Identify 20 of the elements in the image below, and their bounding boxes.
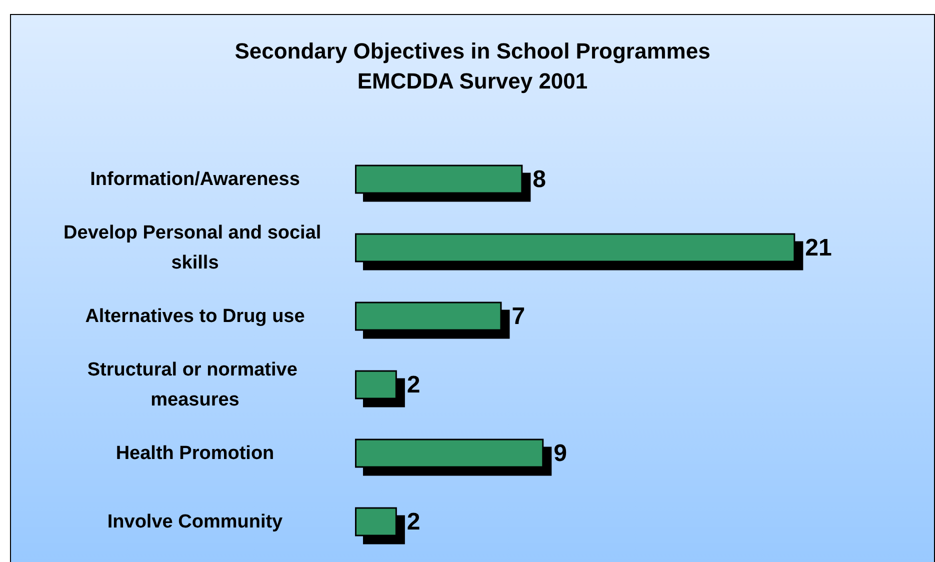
data-label: 7 — [512, 302, 526, 330]
bar — [355, 233, 796, 262]
data-label: 2 — [406, 371, 420, 398]
y-tick-label: Develop Personal and social skills — [64, 222, 326, 274]
bar — [355, 438, 544, 468]
y-tick-label: Health Promotion — [116, 442, 274, 464]
bar — [355, 507, 397, 536]
y-tick-label: Structural or normative measures — [87, 359, 303, 410]
y-tick-label: Information/Awareness — [90, 168, 300, 190]
data-label: 9 — [554, 440, 567, 467]
y-tick-label: Alternatives to Drug use — [85, 306, 305, 327]
y-tick-label: Involve Community — [107, 511, 284, 532]
data-label: 21 — [805, 234, 832, 262]
chart-title: Secondary Objectives in School Programmes — [234, 38, 710, 64]
data-label: 2 — [406, 508, 420, 536]
chart-subtitle: EMCDDA Survey 2001 — [357, 68, 588, 94]
bar — [355, 164, 523, 194]
bar — [355, 302, 502, 331]
data-label: 8 — [532, 166, 546, 193]
bar — [355, 370, 397, 400]
